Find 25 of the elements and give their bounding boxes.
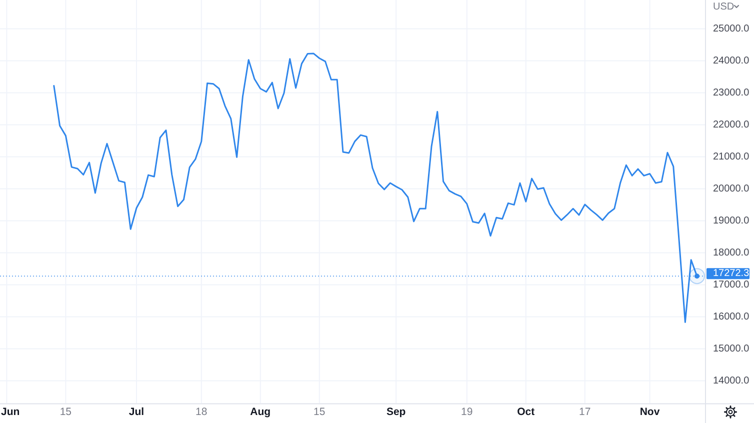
x-tick-label: Jun xyxy=(1,406,20,418)
x-tick-label: 17 xyxy=(579,406,591,418)
x-tick-label: 15 xyxy=(60,406,72,418)
y-tick-label: 25000.0 xyxy=(713,23,750,34)
y-tick-label: 14000.0 xyxy=(713,375,750,386)
y-tick-label: 20000.0 xyxy=(713,183,750,194)
y-tick-label: 15000.0 xyxy=(713,343,750,354)
x-tick-label: Oct xyxy=(517,406,536,418)
y-tick-label: 18000.0 xyxy=(713,247,750,258)
y-axis-title: USD xyxy=(713,2,734,12)
ref-line-label: 17272.3 xyxy=(713,268,750,280)
x-tick-label: 15 xyxy=(314,406,326,418)
x-tick-label: Jul xyxy=(128,406,144,418)
y-tick-label: 24000.0 xyxy=(713,55,750,66)
y-tick-label: 19000.0 xyxy=(713,215,750,226)
y-tick-label: 17000.0 xyxy=(713,279,750,290)
y-tick-label: 22000.0 xyxy=(713,119,750,130)
x-tick-label: 18 xyxy=(196,406,208,418)
x-tick-label: Nov xyxy=(640,406,660,418)
x-tick-label: Aug xyxy=(250,406,271,418)
x-tick-label: Sep xyxy=(386,406,406,418)
y-tick-label: 16000.0 xyxy=(713,311,750,322)
y-tick-label: 21000.0 xyxy=(713,151,750,162)
y-tick-label: 23000.0 xyxy=(713,87,750,98)
x-tick-label: 19 xyxy=(461,406,473,418)
